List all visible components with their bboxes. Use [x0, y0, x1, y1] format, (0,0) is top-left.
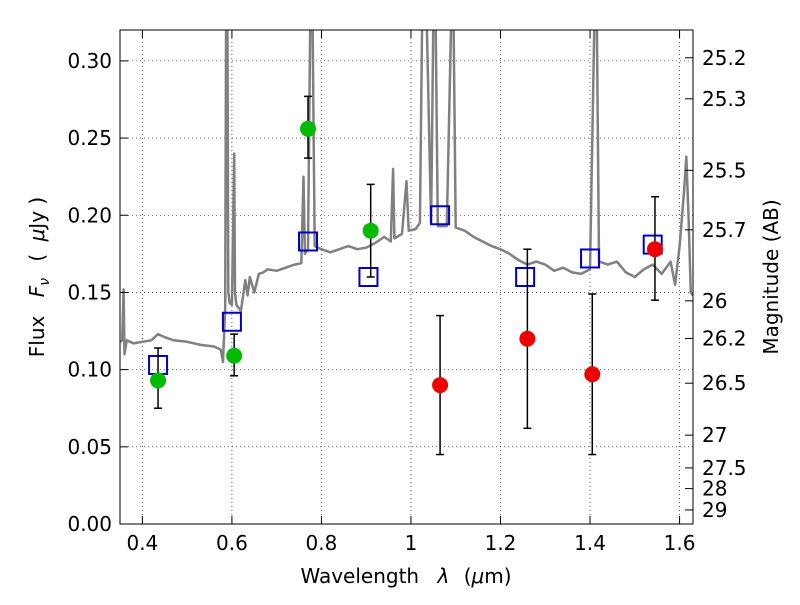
x-axis-unit-mu: μ [471, 564, 485, 588]
y2-tick-label: 25.3 [702, 87, 747, 111]
photometry-point [150, 372, 167, 389]
y-axis-title: Flux Fν ( μJy ) [25, 197, 54, 357]
y2-tick-label: 26.5 [702, 371, 747, 395]
y2-tick-label: 26 [702, 289, 727, 313]
x-axis-title: Wavelength λ (μm) [300, 564, 511, 588]
y-axis-label: Flux [25, 315, 49, 357]
model-square-marker [515, 267, 536, 287]
photometry-point [646, 241, 663, 258]
x-axis-label: Wavelength [300, 564, 419, 588]
y-tick-label: 0.00 [67, 512, 112, 536]
x-axis-unit-open: ( [464, 564, 472, 588]
photometry-point [226, 347, 243, 364]
y2-tick-label: 25.7 [702, 218, 747, 242]
y-tick-label: 0.15 [67, 280, 112, 304]
y-axis-symbol: F [25, 285, 49, 297]
x-tick-label: 1.6 [664, 531, 696, 555]
photometry-point [362, 222, 379, 239]
y-axis-unit-open: ( [25, 254, 49, 262]
photometry-point [519, 330, 536, 347]
model-square-marker [221, 311, 242, 332]
photometry-point [584, 366, 601, 383]
photometry-point [432, 377, 449, 394]
model-square-marker [580, 248, 601, 269]
y2-tick-label: 27.5 [702, 456, 747, 480]
y-tick-label: 0.10 [67, 358, 112, 382]
ticks: 0.4 0.6 0.8 1 1.2 1.4 1.6 0.00 0.05 0.10 0.15 0.20 0… [67, 30, 747, 555]
y2-tick-label: 26.2 [702, 326, 747, 350]
y-tick-label: 0.05 [67, 435, 112, 459]
plot-area [120, 30, 693, 524]
series-layer [120, 30, 693, 456]
y-tick-label: 0.25 [67, 126, 112, 150]
y2-tick-label: 25.5 [702, 158, 747, 182]
y-axis-unit-rest: Jy ) [25, 197, 49, 231]
y-tick-label: 0.20 [67, 203, 112, 227]
x-tick-label: 1 [405, 531, 418, 555]
x-axis-unit-rest: m) [484, 564, 511, 588]
model-square-marker [298, 231, 319, 252]
photometry-point [300, 120, 317, 137]
x-tick-label: 0.8 [306, 531, 338, 555]
y2-tick-label: 25.2 [702, 46, 747, 70]
y2-axis-title: Magnitude (AB) [759, 199, 783, 354]
model-square-marker [358, 267, 379, 287]
x-tick-label: 1.2 [485, 531, 517, 555]
y2-tick-label: 27 [702, 423, 727, 447]
model-square-marker [430, 205, 451, 226]
y-axis-subscript: ν [37, 278, 53, 286]
x-tick-label: 1.4 [574, 531, 606, 555]
x-tick-label: 0.4 [126, 531, 158, 555]
plot-frame [119, 29, 694, 525]
y2-tick-label: 29 [702, 498, 727, 522]
x-tick-label: 0.6 [216, 531, 248, 555]
y2-tick-label: 28 [702, 477, 727, 501]
y-axis-unit-mu: μ [25, 229, 49, 243]
y-tick-label: 0.30 [67, 49, 112, 73]
x-axis-symbol: λ [436, 564, 449, 588]
spectrum-line [120, 30, 693, 364]
